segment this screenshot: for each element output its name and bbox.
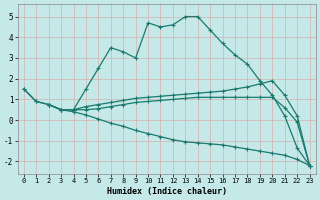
X-axis label: Humidex (Indice chaleur): Humidex (Indice chaleur) [107, 187, 227, 196]
